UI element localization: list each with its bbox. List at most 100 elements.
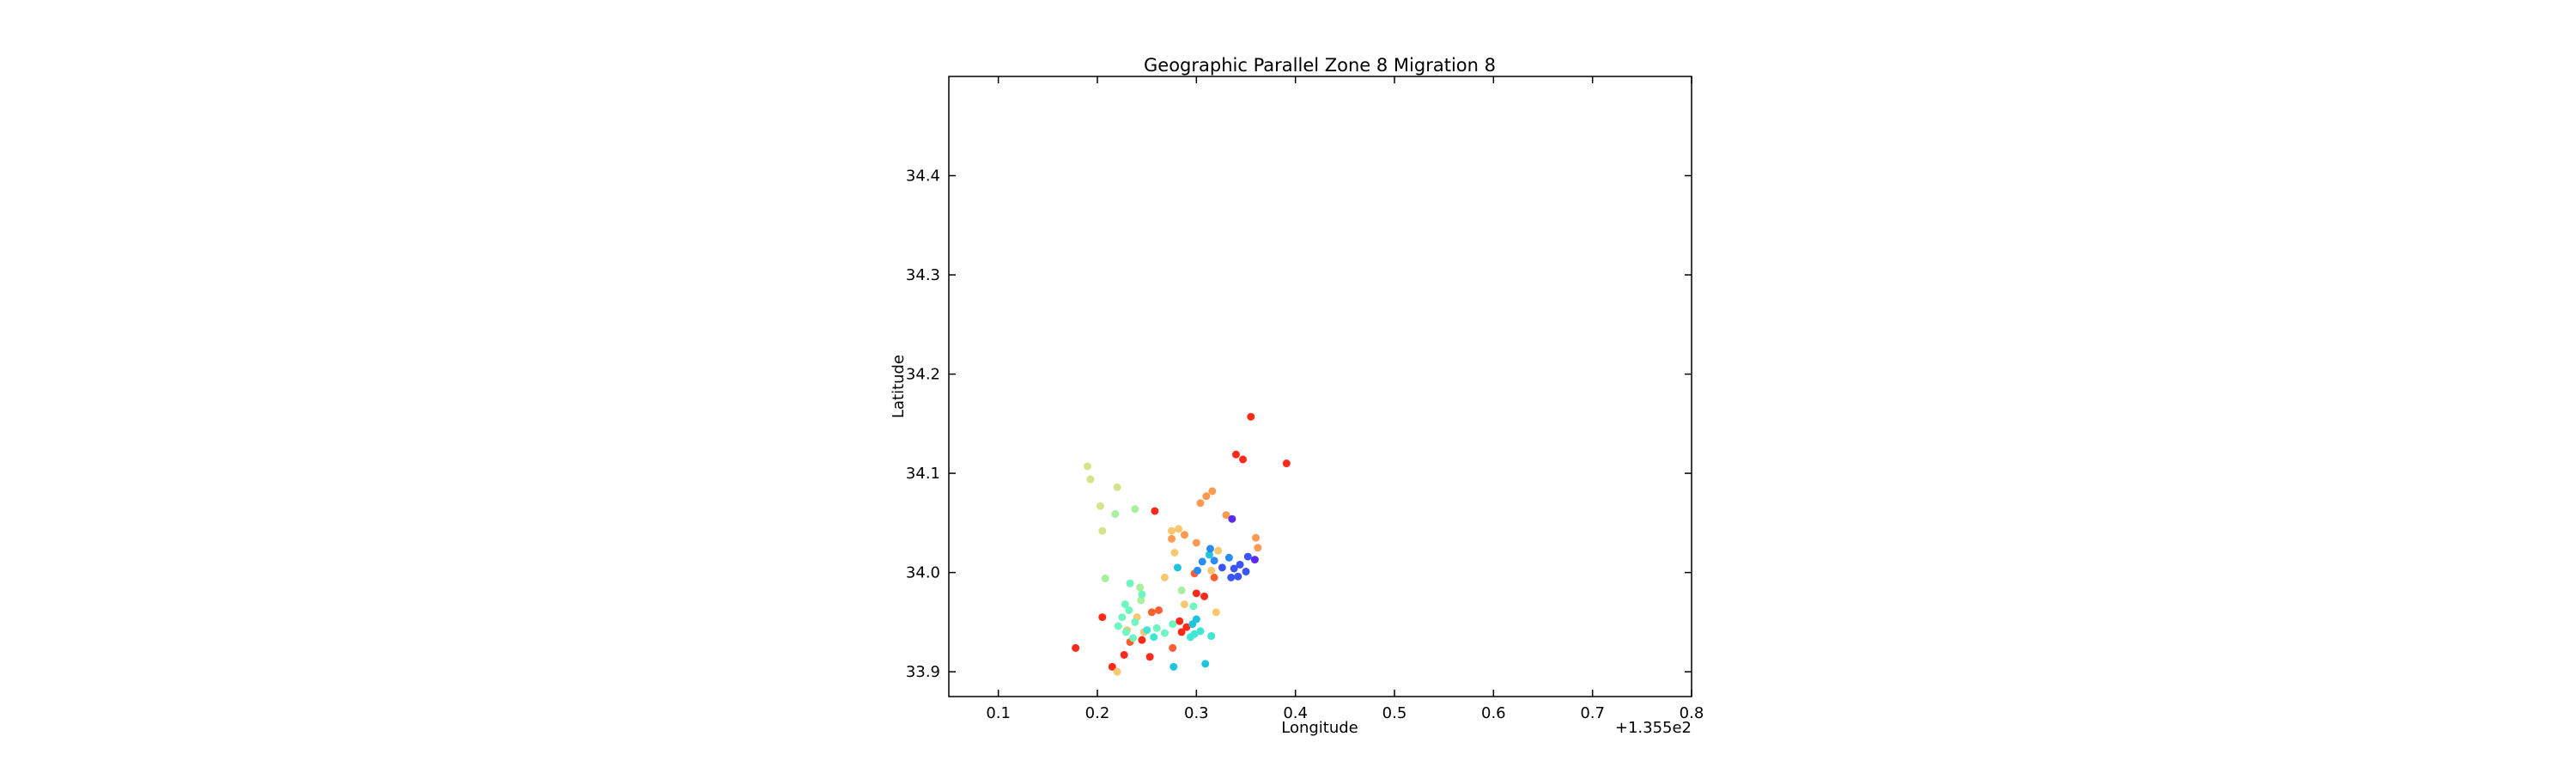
data-point: [1072, 643, 1080, 652]
data-point: [1175, 525, 1183, 533]
y-tick-label: 34.3: [906, 266, 940, 284]
data-point: [1101, 575, 1109, 583]
data-point: [1111, 509, 1120, 518]
data-point: [1168, 534, 1176, 543]
data-point: [1169, 643, 1177, 652]
data-point: [1218, 563, 1226, 572]
data-point: [1196, 627, 1205, 636]
y-tick-label: 34.0: [906, 564, 940, 582]
data-point: [1243, 552, 1252, 561]
data-point: [1152, 624, 1161, 632]
x-axis-ticks: 0.1 0.2 0.3 0.4 0.5 0.6 0.7 0.8: [986, 76, 1704, 722]
data-point: [1224, 553, 1233, 562]
data-point: [1247, 412, 1255, 421]
data-point: [1192, 539, 1200, 547]
data-point: [1214, 546, 1223, 555]
chart-title: Geographic Parallel Zone 8 Migration 8: [1144, 55, 1496, 76]
data-point: [1193, 566, 1201, 575]
data-point: [1096, 502, 1104, 510]
data-point: [1188, 620, 1197, 629]
data-point: [1201, 660, 1210, 668]
data-point: [1125, 606, 1133, 614]
data-point: [1126, 579, 1134, 587]
data-point: [1113, 483, 1121, 491]
data-point: [1196, 499, 1205, 508]
y-tick-label: 34.2: [906, 366, 940, 384]
data-point: [1182, 623, 1191, 631]
data-point: [1250, 556, 1259, 564]
y-tick-label: 33.9: [906, 663, 940, 681]
data-point: [1254, 544, 1262, 552]
data-point: [1239, 455, 1248, 464]
data-point: [1176, 617, 1184, 625]
data-point: [1228, 514, 1236, 523]
data-point: [1236, 560, 1244, 569]
data-point: [1210, 557, 1218, 565]
data-point: [1118, 613, 1127, 622]
data-point: [1113, 667, 1121, 676]
data-points: [1072, 412, 1291, 676]
x-tick-label: 0.2: [1085, 704, 1110, 722]
data-point: [1138, 636, 1146, 644]
data-point: [1242, 567, 1250, 575]
data-point: [1098, 613, 1107, 622]
data-point: [1143, 626, 1151, 635]
data-point: [1120, 650, 1128, 659]
data-point: [1108, 662, 1116, 671]
data-point: [1138, 590, 1146, 599]
data-point: [1227, 573, 1236, 581]
data-point: [1129, 634, 1138, 642]
data-point: [1151, 507, 1159, 515]
data-point: [1234, 572, 1242, 581]
x-tick-label: 0.7: [1580, 704, 1605, 722]
data-point: [1136, 583, 1145, 592]
data-point: [1222, 511, 1230, 520]
data-point: [1168, 526, 1176, 535]
data-point: [1121, 600, 1129, 609]
data-point: [1205, 551, 1213, 559]
x-tick-label: 0.4: [1283, 704, 1308, 722]
x-axis-label: Longitude: [1281, 719, 1358, 737]
data-point: [1230, 564, 1238, 573]
data-point: [1177, 586, 1186, 594]
y-axis-label: Latitude: [890, 355, 908, 418]
x-tick-label: 0.8: [1680, 704, 1704, 722]
data-point: [1200, 592, 1209, 600]
plot-frame: [948, 76, 1692, 697]
data-point: [1160, 629, 1169, 637]
data-point: [1160, 573, 1169, 581]
data-point: [1189, 602, 1198, 611]
y-tick-label: 34.1: [906, 465, 940, 483]
y-axis-ticks: 33.9 34.0 34.1 34.2 34.3 34.4: [906, 167, 1692, 681]
y-tick-label: 34.4: [906, 167, 940, 186]
data-point: [1210, 573, 1218, 581]
data-point: [1252, 533, 1261, 542]
data-point: [1282, 460, 1291, 468]
data-point: [1170, 548, 1179, 557]
data-point: [1180, 531, 1188, 539]
data-point: [1145, 653, 1154, 661]
data-point: [1198, 557, 1206, 566]
x-tick-label: 0.6: [1481, 704, 1506, 722]
data-point: [1131, 618, 1139, 626]
data-point: [1207, 632, 1216, 641]
data-point: [1114, 622, 1122, 630]
data-point: [1192, 589, 1200, 598]
data-point: [1121, 628, 1130, 636]
data-point: [1131, 505, 1139, 514]
data-point: [1155, 606, 1163, 614]
data-point: [1169, 620, 1177, 629]
data-point: [1177, 628, 1186, 636]
data-point: [1150, 633, 1158, 642]
data-point: [1207, 566, 1216, 575]
data-point: [1137, 596, 1145, 605]
data-point: [1208, 487, 1217, 496]
data-point: [1170, 662, 1178, 671]
x-tick-label: 0.1: [986, 704, 1011, 722]
data-point: [1086, 475, 1095, 484]
data-point: [1206, 545, 1214, 553]
data-point: [1147, 608, 1156, 617]
x-axis-offset-label: +1.355e2: [1615, 719, 1692, 737]
